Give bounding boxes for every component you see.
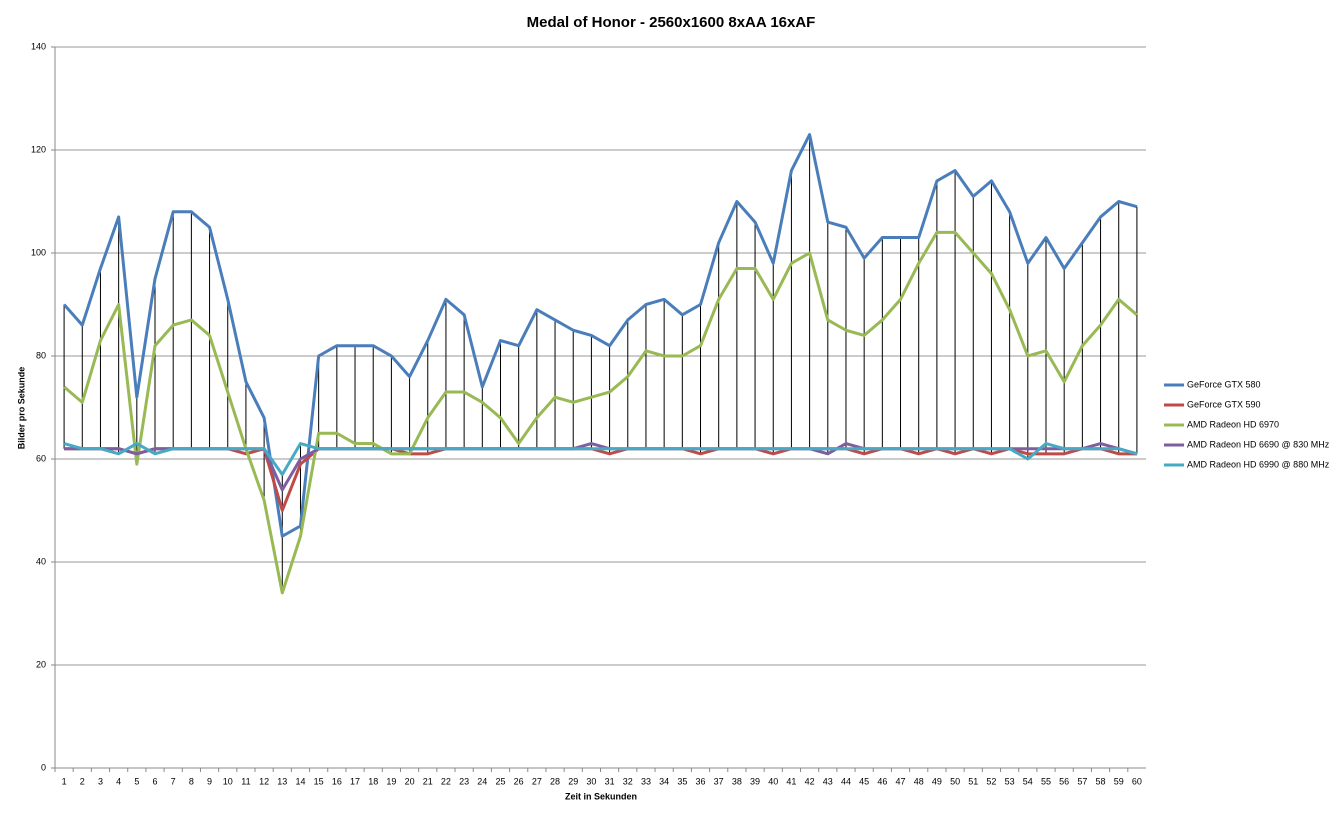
x-tick-label: 18 [368,776,378,786]
y-tick-label: 0 [41,762,46,772]
x-tick-label: 59 [1114,776,1124,786]
x-tick-label: 17 [350,776,360,786]
x-tick-label: 42 [805,776,815,786]
x-tick-label: 28 [550,776,560,786]
x-tick-label: 53 [1005,776,1015,786]
x-tick-label: 50 [950,776,960,786]
x-tick-label: 20 [405,776,415,786]
x-tick-label: 60 [1132,776,1142,786]
x-tick-label: 34 [659,776,669,786]
y-tick-label: 120 [31,144,46,154]
x-tick-label: 45 [859,776,869,786]
y-axis-label: Bilder pro Sekunde [16,367,26,450]
x-tick-label: 44 [841,776,851,786]
x-tick-label: 15 [314,776,324,786]
x-tick-label: 13 [277,776,287,786]
x-tick-label: 27 [532,776,542,786]
x-tick-label: 35 [677,776,687,786]
legend-label: AMD Radeon HD 6990 @ 880 MHz [1187,459,1330,469]
x-tick-label: 54 [1023,776,1033,786]
x-tick-label: 21 [423,776,433,786]
series-line [64,447,1137,512]
x-tick-label: 11 [241,776,250,786]
x-tick-label: 16 [332,776,342,786]
x-tick-label: 12 [259,776,269,786]
series-line [63,230,1138,595]
legend-label: GeForce GTX 590 [1187,399,1261,409]
y-tick-label: 20 [36,659,46,669]
y-tick-label: 100 [31,247,46,257]
x-tick-label: 4 [116,776,121,786]
y-tick-label: 60 [36,453,46,463]
x-tick-label: 57 [1077,776,1087,786]
legend-label: GeForce GTX 580 [1187,379,1261,389]
series-line [63,442,1138,476]
x-tick-label: 52 [986,776,996,786]
x-tick-label: 32 [623,776,633,786]
x-tick-label: 55 [1041,776,1051,786]
x-tick-label: 56 [1059,776,1069,786]
x-tick-label: 38 [732,776,742,786]
x-tick-label: 5 [134,776,139,786]
x-tick-label: 39 [750,776,760,786]
x-tick-label: 7 [171,776,176,786]
x-tick-label: 49 [932,776,942,786]
x-tick-label: 31 [605,776,615,786]
x-tick-label: 2 [80,776,85,786]
x-tick-label: 23 [459,776,469,786]
x-tick-label: 48 [914,776,924,786]
x-tick-label: 37 [714,776,724,786]
x-tick-label: 10 [223,776,233,786]
x-tick-label: 51 [968,776,978,786]
x-tick-label: 14 [295,776,305,786]
x-tick-label: 25 [495,776,505,786]
x-tick-label: 24 [477,776,487,786]
x-tick-label: 29 [568,776,578,786]
x-tick-label: 36 [696,776,706,786]
x-tick-label: 30 [586,776,596,786]
x-tick-label: 6 [153,776,158,786]
x-tick-label: 8 [189,776,194,786]
x-tick-label: 46 [877,776,887,786]
x-axis-label: Zeit in Sekunden [565,791,637,801]
x-tick-label: 41 [786,776,796,786]
x-tick-label: 40 [768,776,778,786]
x-tick-label: 58 [1096,776,1106,786]
x-tick-label: 33 [641,776,651,786]
y-tick-label: 140 [31,41,46,51]
x-tick-label: 19 [386,776,396,786]
x-tick-label: 3 [98,776,103,786]
y-tick-label: 80 [36,350,46,360]
x-tick-label: 1 [62,776,67,786]
x-tick-label: 26 [514,776,524,786]
chart-title: Medal of Honor - 2560x1600 8xAA 16xAF [527,14,816,31]
x-tick-label: 43 [823,776,833,786]
x-tick-label: 47 [896,776,906,786]
y-tick-label: 40 [36,556,46,566]
x-tick-label: 9 [207,776,212,786]
legend-label: AMD Radeon HD 6690 @ 830 MHz [1187,439,1330,449]
series-line [62,133,1138,538]
x-tick-label: 22 [441,776,451,786]
legend-label: AMD Radeon HD 6970 [1187,419,1279,429]
